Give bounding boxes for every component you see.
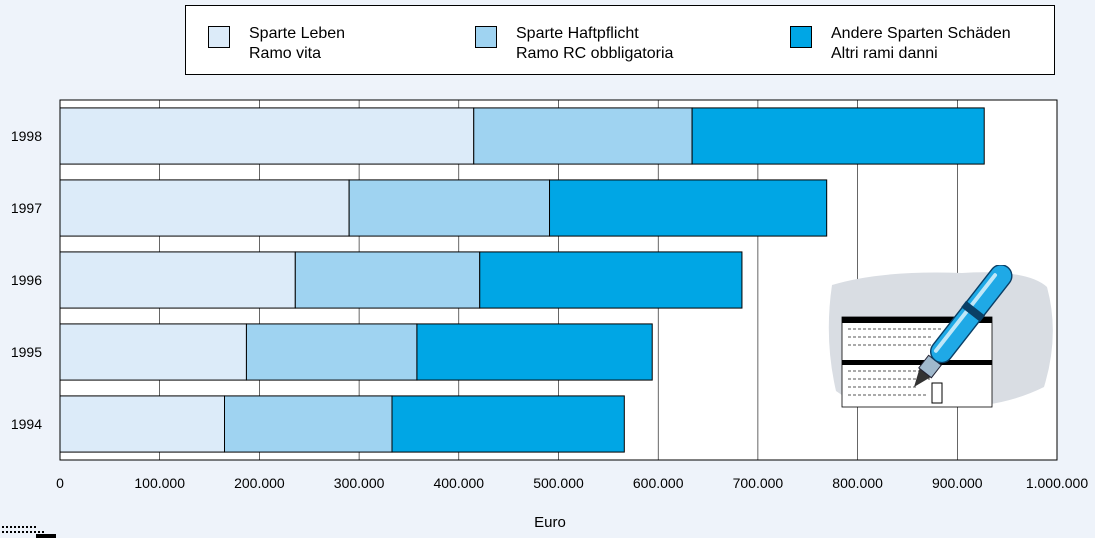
x-tick-label: 700.000 <box>733 475 784 491</box>
x-tick-label: 300.000 <box>334 475 385 491</box>
y-tick-labels: 1998 1997 1996 1995 1994 <box>11 128 42 432</box>
y-tick-label: 1998 <box>11 128 42 144</box>
y-tick-label: 1995 <box>11 344 42 360</box>
bar-segment <box>691 107 985 165</box>
legend-label-andere-it: Altri rami danni <box>831 45 938 62</box>
bar-segment <box>416 323 653 381</box>
legend-label-haftpflicht-de: Sparte Haftpflicht <box>516 25 639 42</box>
bar-segment <box>224 395 393 453</box>
legend-label-haftpflicht: Sparte Haftpflicht Ramo RC obbligatoria <box>516 24 673 64</box>
bar-segment <box>59 107 475 165</box>
bar-segment <box>391 395 625 453</box>
x-tick-label: 100.000 <box>134 475 185 491</box>
bar-segment <box>245 323 418 381</box>
x-tick-label: 1.000.000 <box>1026 475 1088 491</box>
legend-label-leben-it: Ramo vita <box>249 45 322 62</box>
bar-segment <box>59 251 296 309</box>
bar-segment <box>294 251 481 309</box>
bar-segment <box>59 395 226 453</box>
x-tick-labels: 0 100.000 200.000 300.000 400.000 500.000 600.… <box>56 475 1088 491</box>
bar-segment <box>348 179 551 237</box>
corner-mark-icon <box>2 526 56 538</box>
y-tick-label: 1996 <box>11 272 42 288</box>
bar-segment <box>59 323 247 381</box>
x-tick-label: 0 <box>56 475 64 491</box>
x-axis-label: Euro <box>534 514 566 531</box>
x-tick-label: 500.000 <box>533 475 584 491</box>
legend-label-leben: Sparte Leben Ramo vita <box>249 24 345 64</box>
x-tick-label: 800.000 <box>832 475 883 491</box>
x-tick-label: 900.000 <box>932 475 983 491</box>
legend-label-haftpflicht-it: Ramo RC obbligatoria <box>516 45 674 62</box>
x-tick-label: 200.000 <box>234 475 285 491</box>
legend-label-andere: Andere Sparten Schäden Altri rami danni <box>831 24 1011 64</box>
bar-segment <box>473 107 693 165</box>
fountain-pen-on-form-icon <box>828 265 1053 408</box>
bars <box>59 107 985 453</box>
bar-segment <box>479 251 743 309</box>
y-tick-label: 1994 <box>11 416 42 432</box>
bar-segment <box>59 179 350 237</box>
bar-segment <box>549 179 828 237</box>
x-tick-label: 400.000 <box>433 475 484 491</box>
legend-label-andere-de: Andere Sparten Schäden <box>831 25 1011 42</box>
x-tick-label: 600.000 <box>633 475 684 491</box>
legend: Sparte Leben Ramo vita Sparte Haftpflich… <box>185 5 1055 75</box>
legend-swatch-andere <box>790 26 812 48</box>
legend-label-leben-de: Sparte Leben <box>249 25 346 42</box>
legend-swatch-leben <box>208 26 230 48</box>
y-tick-label: 1997 <box>11 200 42 216</box>
legend-swatch-haftpflicht <box>475 26 497 48</box>
